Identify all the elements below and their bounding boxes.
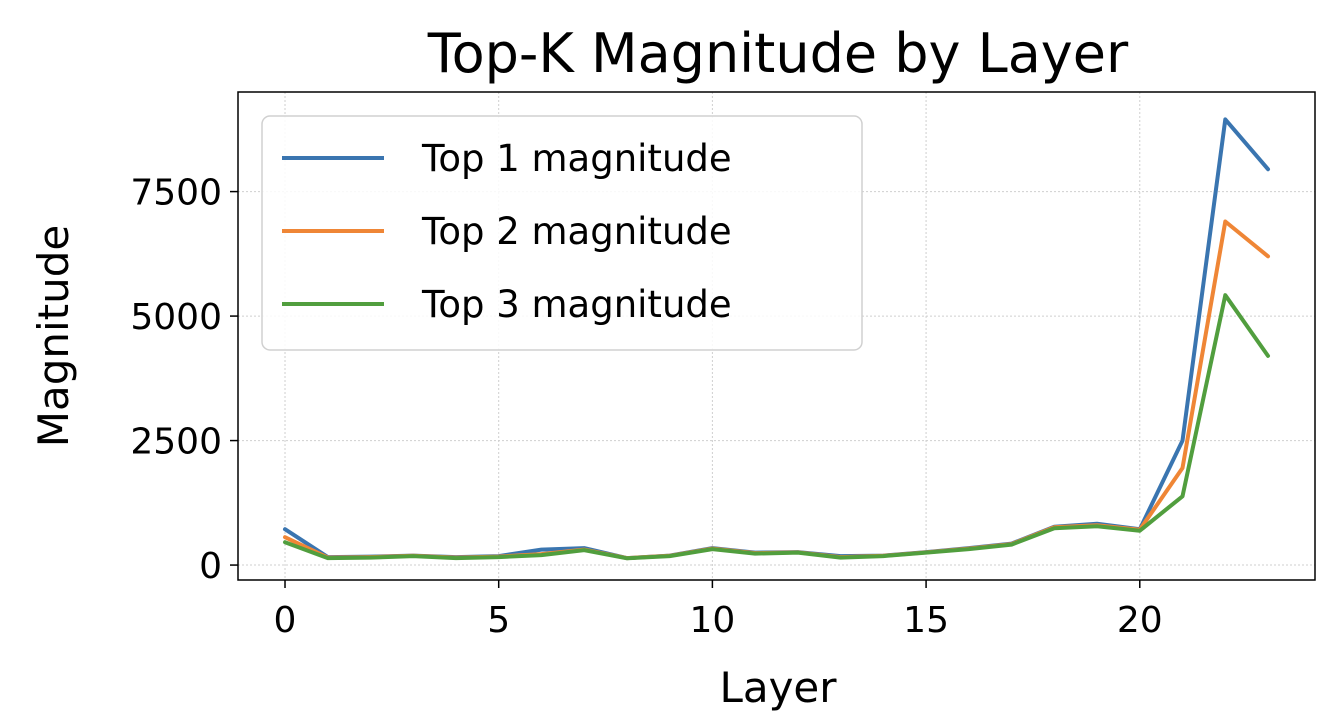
- axis-ticks: 0 5 10 15 20 0 2500 5000 7500: [130, 173, 1162, 641]
- y-axis-label: Magnitude: [29, 225, 78, 448]
- x-tick-label: 0: [274, 600, 297, 641]
- y-tick-label: 5000: [130, 297, 222, 338]
- chart-title: Top-K Magnitude by Layer: [427, 22, 1129, 85]
- x-tick-label: 10: [689, 600, 735, 641]
- x-tick-label: 20: [1117, 600, 1163, 641]
- series-lines: [283, 117, 1270, 561]
- y-tick-label: 2500: [130, 422, 222, 463]
- plot-frame: [237, 91, 1316, 581]
- legend-label: Top 3 magnitude: [421, 283, 732, 326]
- y-tick-label: 7500: [130, 173, 222, 214]
- legend: Top 1 magnitude Top 2 magnitude Top 3 magn…: [261, 115, 863, 351]
- legend-label: Top 2 magnitude: [421, 210, 732, 253]
- y-tick-label: 0: [199, 546, 222, 587]
- x-tick-label: 5: [487, 600, 510, 641]
- series-line-top-3: [283, 293, 1270, 561]
- x-tick-label: 15: [903, 600, 949, 641]
- x-axis-label: Layer: [719, 663, 837, 712]
- legend-label: Top 1 magnitude: [421, 137, 732, 180]
- legend-box: [261, 115, 863, 351]
